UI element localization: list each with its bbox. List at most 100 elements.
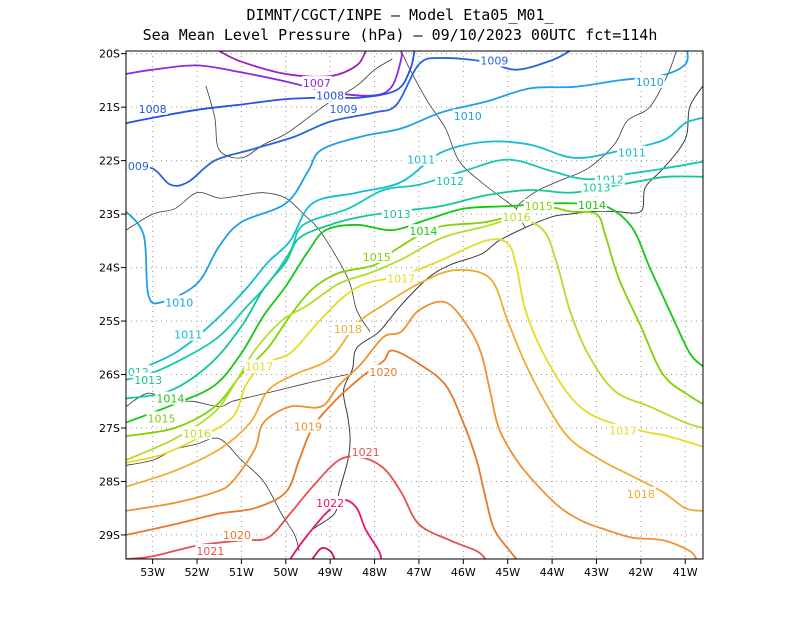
isobar-label-1008: 1008 (316, 89, 344, 102)
isobar-label-1020: 1020 (223, 529, 251, 542)
isobar-1014 (126, 202, 703, 424)
isobar-label-1017: 1017 (609, 425, 637, 438)
isobar-label-bg (479, 53, 510, 67)
isobar-label-1019: 1019 (294, 420, 322, 433)
plot-frame (125, 50, 704, 560)
isobar-label-1013: 1013 (383, 208, 411, 221)
isobar-label-bg (616, 145, 647, 159)
isobar-label-1010: 1010 (454, 110, 482, 123)
isobar-label-1010: 1010 (636, 76, 664, 89)
isobar-label-1013: 1013 (134, 374, 162, 387)
chart-title: DIMNT/CGCT/INPE – Model Eta05_M01_ (246, 6, 554, 24)
isobar-label-bg (182, 426, 213, 440)
isobar-1018 (126, 269, 703, 512)
state-border (126, 191, 371, 332)
isobar-label-1007: 1007 (303, 77, 331, 90)
isobar-label-bg (581, 180, 612, 194)
isobar-1007 (126, 51, 403, 97)
isobar-label-bg (137, 101, 168, 115)
isobar-label-bg (406, 152, 437, 166)
isobar-label-bg (361, 249, 392, 263)
y-tick-label: 21S (99, 101, 120, 114)
isobar-1016 (126, 218, 703, 461)
x-tick-label: 44W (540, 566, 565, 579)
isobar-label-bg (332, 322, 363, 336)
x-tick-label: 42W (628, 566, 653, 579)
x-tick-label: 53W (140, 566, 165, 579)
isobar-label-bg (386, 271, 417, 285)
isobar-label-bg (381, 207, 412, 221)
isobar-label-1011: 1011 (407, 154, 435, 167)
isobar-label-bg (435, 173, 466, 187)
isobar-label-1014: 1014 (156, 393, 184, 406)
isobar-label-bg (501, 209, 532, 223)
state-border (205, 58, 393, 159)
isobar-label-1020: 1020 (369, 366, 397, 379)
isobar-label-bg (634, 75, 665, 89)
isobar-label-bg (523, 199, 554, 213)
isobar-label-bg (292, 419, 323, 433)
isobar-label-1018: 1018 (627, 488, 655, 501)
isobars: 1007100810081009100910091010101010101011… (121, 51, 703, 559)
x-tick-label: 41W (673, 566, 698, 579)
isobar-label-1009: 1009 (121, 160, 149, 173)
y-tick-label: 20S (99, 48, 120, 61)
isobar-label-bg (221, 527, 252, 541)
isobar-label-bg (452, 109, 483, 123)
isobar-label-1014: 1014 (409, 225, 437, 238)
isobar-label-1012: 1012 (436, 175, 464, 188)
isobar-label-bg (244, 359, 275, 373)
map-boundaries (126, 51, 703, 559)
isobar-label-1021: 1021 (196, 545, 224, 558)
isobar-label-1015: 1015 (363, 251, 391, 264)
x-tick-label: 52W (185, 566, 210, 579)
y-tick-label: 25S (99, 315, 120, 328)
isobar-label-bg (155, 391, 186, 405)
y-tick-label: 24S (99, 262, 120, 275)
isobar-label-1015: 1015 (148, 412, 176, 425)
isobar-label-bg (608, 423, 639, 437)
isobar-label-1009: 1009 (480, 55, 508, 68)
isobar-label-bg (126, 158, 150, 172)
isobar-label-1011: 1011 (174, 328, 202, 341)
isobar-label-bg (315, 88, 346, 102)
isobar-label-bg (164, 295, 195, 309)
isobar-label-bg (328, 101, 359, 115)
isobar-label-bg (577, 198, 608, 212)
isobar-1017 (126, 238, 703, 464)
isobar-label-bg (625, 486, 656, 500)
x-tick-label: 45W (495, 566, 520, 579)
x-tick-label: 43W (584, 566, 609, 579)
isobar-label-bg (133, 372, 164, 386)
isobar-label-bg (315, 495, 346, 509)
isobar-label-1016: 1016 (183, 427, 211, 440)
isobar-label-bg (146, 411, 177, 425)
x-tick-label: 48W (362, 566, 387, 579)
x-tick-label: 50W (273, 566, 298, 579)
isobar-label-bg (195, 543, 226, 557)
isobar-1023 (311, 547, 336, 559)
isobar-label-1021: 1021 (352, 446, 380, 459)
isobar-1019 (126, 300, 698, 559)
isobar-label-1008: 1008 (139, 103, 167, 116)
isobar-1022 (289, 499, 383, 559)
x-tick-label: 49W (318, 566, 343, 579)
y-tick-label: 29S (99, 529, 120, 542)
axis-ticks: 53W 52W 51W 50W 49W 48W 47W 46W 45W 44W 43W 42W 41W 2… (99, 48, 698, 579)
isobar-label-bg (368, 364, 399, 378)
isobar-label-bg (350, 445, 381, 459)
isobar-label-1015: 1015 (525, 200, 553, 213)
isobar-label-1014: 1014 (578, 199, 606, 212)
isobar-1013 (126, 175, 703, 400)
isobar-1008 (126, 51, 416, 125)
isobar-1020 (126, 349, 518, 559)
state-border (516, 51, 677, 228)
isobar-label-1017: 1017 (245, 360, 273, 373)
gridlines (126, 51, 703, 559)
y-tick-label: 26S (99, 369, 120, 382)
y-tick-label: 23S (99, 208, 120, 221)
x-tick-label: 47W (407, 566, 432, 579)
y-tick-label: 22S (99, 155, 120, 168)
isobar-label-1010: 1010 (165, 296, 193, 309)
